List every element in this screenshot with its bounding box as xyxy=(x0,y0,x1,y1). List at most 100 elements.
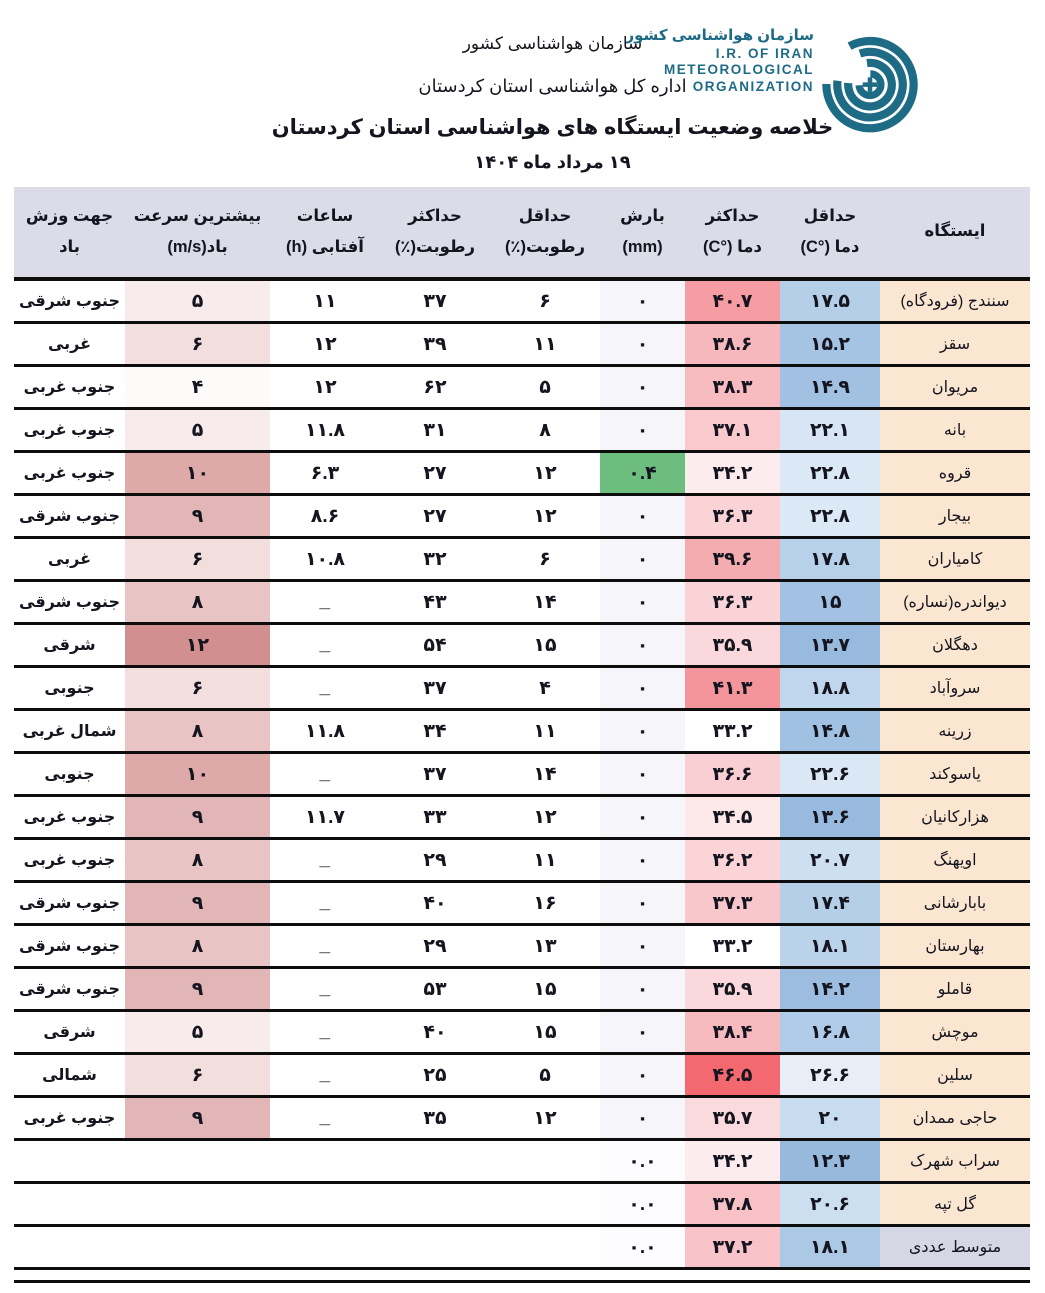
min-temp-cell: ۱۲.۳ xyxy=(780,1139,880,1184)
min-temp-cell: ۲۲.۱ xyxy=(780,408,880,453)
precipitation-cell: ۰ xyxy=(600,666,685,711)
max-wind-speed-cell: ۸ xyxy=(125,924,270,969)
min-humidity-cell: ۱۱ xyxy=(490,838,600,883)
max-temp-cell: ۳۵.۹ xyxy=(685,623,780,668)
wind-direction-cell: غربی xyxy=(14,537,125,582)
table-row: دیواندره(نساره) ۱۵ ۳۶.۳ ۰ ۱۴ ۴۳ _ ۸ جنوب شرقی xyxy=(14,580,1030,625)
min-humidity-cell: ۸ xyxy=(490,408,600,453)
wind-direction-cell: جنوبی xyxy=(14,752,125,797)
station-cell: یاسوکند xyxy=(880,752,1030,797)
max-humidity-cell: ۲۹ xyxy=(380,924,490,969)
wind-direction-cell: جنوب غربی xyxy=(14,451,125,496)
max-wind-speed-cell: ۹ xyxy=(125,881,270,926)
min-humidity-cell: ۱۵ xyxy=(490,623,600,668)
sunshine-hours-cell: ۱۱ xyxy=(270,279,380,324)
max-wind-speed-cell: ۸ xyxy=(125,709,270,754)
min-temp-cell: ۱۷.۴ xyxy=(780,881,880,926)
min-temp-cell: ۱۷.۸ xyxy=(780,537,880,582)
wind-direction-cell: جنوب شرقی xyxy=(14,580,125,625)
column-header-station: ایستگاه xyxy=(880,187,1030,281)
wind-direction-cell: جنوب شرقی xyxy=(14,924,125,969)
wind-direction-cell: شرقی xyxy=(14,1010,125,1055)
min-humidity-cell: ۱۲ xyxy=(490,795,600,840)
max-temp-cell: ۳۸.۳ xyxy=(685,365,780,410)
table-row: سروآباد ۱۸.۸ ۴۱.۳ ۰ ۴ ۳۷ _ ۶ جنوبی xyxy=(14,666,1030,711)
wind-direction-cell: شمال غربی xyxy=(14,709,125,754)
max-wind-speed-cell: ۹ xyxy=(125,1096,270,1141)
min-temp-cell: ۲۲.۶ xyxy=(780,752,880,797)
table-row: سقز ۱۵.۲ ۳۸.۶ ۰ ۱۱ ۳۹ ۱۲ ۶ غربی xyxy=(14,322,1030,367)
max-humidity-cell: ۳۱ xyxy=(380,408,490,453)
sunshine-hours-cell: _ xyxy=(270,623,380,668)
wind-direction-cell: شرقی xyxy=(14,623,125,668)
station-cell: بیجار xyxy=(880,494,1030,539)
table-row: بیجار ۲۲.۸ ۳۶.۳ ۰ ۱۲ ۲۷ ۸.۶ ۹ جنوب شرقی xyxy=(14,494,1030,539)
min-humidity-cell: ۵ xyxy=(490,1053,600,1098)
table-row: اویهنگ ۲۰.۷ ۳۶.۲ ۰ ۱۱ ۲۹ _ ۸ جنوب غربی xyxy=(14,838,1030,883)
max-wind-speed-cell: ۹ xyxy=(125,795,270,840)
max-humidity-cell: ۵۴ xyxy=(380,623,490,668)
table-row: کامیاران ۱۷.۸ ۳۹.۶ ۰ ۶ ۳۲ ۱۰.۸ ۶ غربی xyxy=(14,537,1030,582)
max-humidity-cell: ۴۰ xyxy=(380,1010,490,1055)
precipitation-cell: ۰ xyxy=(600,709,685,754)
precipitation-cell: ۰ xyxy=(600,795,685,840)
sunshine-hours-cell: ۱۰.۸ xyxy=(270,537,380,582)
wind-direction-cell: شمالی xyxy=(14,1053,125,1098)
min-temp-cell: ۱۶.۸ xyxy=(780,1010,880,1055)
max-temp-cell: ۳۴.۲ xyxy=(685,451,780,496)
precipitation-cell: ۰ xyxy=(600,881,685,926)
table-row: مریوان ۱۴.۹ ۳۸.۳ ۰ ۵ ۶۲ ۱۲ ۴ جنوب غربی xyxy=(14,365,1030,410)
table-row: سراب شهرک ۱۲.۳ ۳۴.۲ ۰.۰ xyxy=(14,1139,1030,1184)
wind-direction-cell: جنوب غربی xyxy=(14,1096,125,1141)
station-cell: بانه xyxy=(880,408,1030,453)
sunshine-hours-cell: _ xyxy=(270,1096,380,1141)
max-wind-speed-cell: ۹ xyxy=(125,494,270,539)
table-row: بانه ۲۲.۱ ۳۷.۱ ۰ ۸ ۳۱ ۱۱.۸ ۵ جنوب غربی xyxy=(14,408,1030,453)
max-humidity-cell: ۶۲ xyxy=(380,365,490,410)
precipitation-cell: ۰ xyxy=(600,924,685,969)
stations-table: ایستگاه حداقل دما (°C) حداکثر دما (°C) بارش (m… xyxy=(14,187,1030,1270)
sunshine-hours-cell: ۱۱.۷ xyxy=(270,795,380,840)
max-temp-cell: ۳۵.۷ xyxy=(685,1096,780,1141)
sunshine-hours-cell: ۱۱.۸ xyxy=(270,408,380,453)
org-title: سازمان هواشناسی کشور xyxy=(462,34,643,53)
logo-meteorological-line: METEOROLOGICAL xyxy=(664,62,814,78)
sunshine-hours-cell: ۸.۶ xyxy=(270,494,380,539)
sunshine-hours-cell: ۶.۳ xyxy=(270,451,380,496)
station-cell: حاجی ممدان xyxy=(880,1096,1030,1141)
station-cell: سراب شهرک xyxy=(880,1139,1030,1184)
irimo-logo-text: سازمان هواشناسی کشور I.R. OF IRAN METEOR… xyxy=(626,18,814,96)
min-humidity-cell: ۱۶ xyxy=(490,881,600,926)
max-wind-speed-cell: ۱۰ xyxy=(125,752,270,797)
column-header-tmin: حداقل دما (°C) xyxy=(780,187,880,281)
max-temp-cell: ۳۶.۶ xyxy=(685,752,780,797)
sunshine-hours-cell: ۱۲ xyxy=(270,322,380,367)
table-row: دهگلان ۱۳.۷ ۳۵.۹ ۰ ۱۵ ۵۴ _ ۱۲ شرقی xyxy=(14,623,1030,668)
sunshine-hours-cell: _ xyxy=(270,967,380,1012)
column-header-hmax: حداکثر رطوبت(٪) xyxy=(380,187,490,281)
precipitation-cell: ۰.۰ xyxy=(600,1139,685,1184)
station-cell: بابارشانی xyxy=(880,881,1030,926)
column-header-hmin: حداقل رطوبت(٪) xyxy=(490,187,600,281)
empty-cells xyxy=(14,1139,600,1184)
station-cell: دهگلان xyxy=(880,623,1030,668)
sunshine-hours-cell: _ xyxy=(270,924,380,969)
max-humidity-cell: ۳۹ xyxy=(380,322,490,367)
precipitation-cell: ۰ xyxy=(600,580,685,625)
station-cell: سنندج (فرودگاه) xyxy=(880,279,1030,324)
min-temp-cell: ۲۰ xyxy=(780,1096,880,1141)
wind-direction-cell: جنوب غربی xyxy=(14,795,125,840)
station-cell: سروآباد xyxy=(880,666,1030,711)
dept-title: اداره کل هواشناسی استان کردستان xyxy=(418,76,687,96)
max-temp-cell: ۳۸.۶ xyxy=(685,322,780,367)
min-temp-cell: ۱۴.۹ xyxy=(780,365,880,410)
sunshine-hours-cell: ۱۲ xyxy=(270,365,380,410)
max-humidity-cell: ۳۵ xyxy=(380,1096,490,1141)
table-row: سلین ۲۶.۶ ۴۶.۵ ۰ ۵ ۲۵ _ ۶ شمالی xyxy=(14,1053,1030,1098)
wind-direction-cell: جنوب شرقی xyxy=(14,967,125,1012)
max-wind-speed-cell: ۶ xyxy=(125,1053,270,1098)
max-wind-speed-cell: ۱۰ xyxy=(125,451,270,496)
station-cell: دیواندره(نساره) xyxy=(880,580,1030,625)
min-temp-cell: ۲۲.۸ xyxy=(780,494,880,539)
